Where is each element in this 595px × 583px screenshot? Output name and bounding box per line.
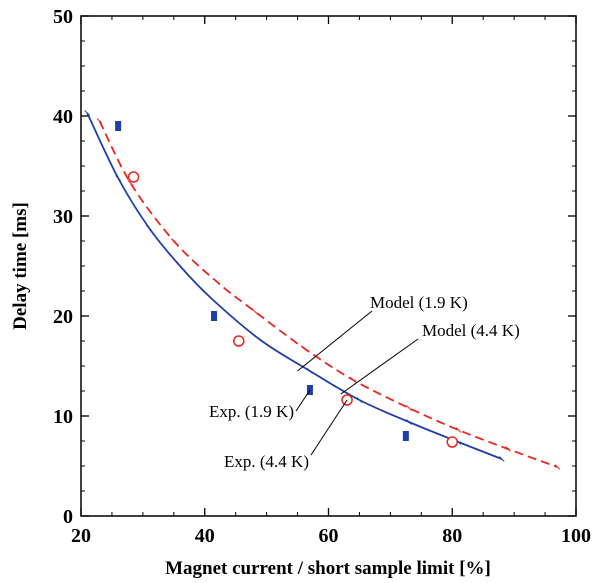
annotation-leader-exp-1-9-k	[295, 389, 311, 412]
annotation-leader-model-1-9-k	[297, 310, 373, 372]
data-point-exp-1-9-k	[402, 431, 409, 441]
series-point-model-1-9-k	[257, 337, 264, 343]
annotation-leader-exp-4-4-k	[310, 399, 348, 456]
annotation-layer: Model (1.9 K) Model (4.4 K) Exp. (1.9 K) Ex…	[209, 293, 520, 471]
plot-frame	[80, 15, 577, 517]
series-point-model-1-9-k	[498, 456, 505, 462]
x-tick-label: 20	[71, 525, 91, 547]
x-tick-label: 60	[319, 525, 339, 547]
series-point-model-1-9-k	[115, 175, 121, 181]
series-line-model-4-4-k	[98, 120, 558, 468]
data-point-exp-4-4-k	[127, 171, 140, 183]
series-point-model-4-4-k	[251, 308, 258, 314]
y-axis-title: Delay time [ms]	[10, 202, 31, 330]
annotation-leader-model-4-4-k	[340, 338, 419, 395]
axis-tick-labels: 20 40 60 80 100 0 10 20 30 40 50	[53, 6, 591, 547]
series-point-model-4-4-k	[170, 238, 177, 244]
plot-border	[80, 15, 577, 517]
y-tick-label: 0	[63, 506, 73, 528]
series-point-model-1-9-k	[208, 295, 214, 301]
series-point-model-4-4-k	[406, 405, 412, 411]
y-tick-label: 40	[53, 106, 73, 128]
axis-ticks	[80, 15, 577, 517]
data-point-exp-1-9-k	[115, 121, 122, 131]
y-tick-label: 20	[53, 306, 73, 328]
x-tick-label: 100	[561, 525, 591, 547]
series-point-model-4-4-k	[505, 446, 511, 452]
series-line-model-1-9-k	[86, 112, 503, 460]
series-point-model-1-9-k	[307, 368, 313, 374]
series-point-model-4-4-k	[554, 464, 561, 470]
data-point-exp-4-4-k	[233, 335, 245, 347]
series-point-model-4-4-k	[455, 427, 462, 433]
y-tick-label: 10	[53, 406, 73, 428]
annotation-model-4-4-k: Model (4.4 K)	[422, 321, 520, 340]
series-point-model-4-4-k	[214, 279, 220, 285]
y-tick-label: 30	[53, 206, 73, 228]
series-point-model-4-4-k	[96, 118, 103, 124]
x-axis-title: Magnet current / short sample limit [%]	[165, 558, 491, 579]
series-layer	[84, 110, 561, 470]
series-point-model-1-9-k	[177, 263, 183, 269]
annotation-exp-1-9-k: Exp. (1.9 K)	[209, 402, 294, 421]
x-tick-label: 80	[442, 525, 462, 547]
series-point-model-1-9-k	[84, 110, 91, 116]
annotation-model-1-9-k: Model (1.9 K)	[370, 293, 468, 312]
data-point-exp-4-4-k	[446, 436, 458, 448]
series-point-model-1-9-k	[146, 225, 152, 231]
series-point-model-4-4-k	[350, 377, 357, 383]
series-point-model-4-4-k	[300, 345, 307, 351]
annotation-exp-4-4-k: Exp. (4.4 K)	[224, 452, 309, 471]
series-point-model-1-9-k	[406, 419, 412, 425]
x-tick-label: 40	[195, 525, 215, 547]
data-point-exp-1-9-k	[211, 311, 218, 321]
series-point-model-1-9-k	[356, 397, 363, 403]
series-point-model-4-4-k	[127, 180, 134, 186]
y-tick-label: 50	[53, 6, 73, 28]
